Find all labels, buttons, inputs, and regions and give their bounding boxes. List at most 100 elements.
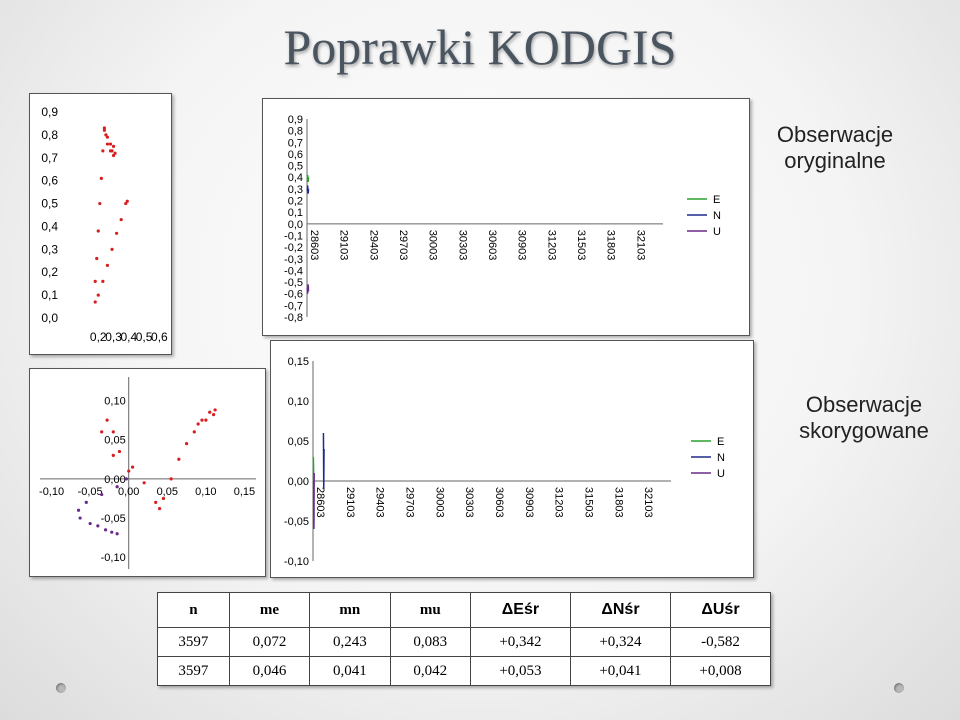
table-cell: +0,342 xyxy=(469,627,571,657)
y-tick-label: 0,1 xyxy=(288,207,303,219)
scatter-point xyxy=(105,135,110,139)
scatter-point xyxy=(124,201,128,206)
y-tick-label: 0,10 xyxy=(288,396,309,408)
y-tick-label: 0,3 xyxy=(41,242,58,256)
scatter-point-red xyxy=(196,422,200,426)
x-tick-label: 29403 xyxy=(374,487,386,518)
chart-timeseries-original: 0,9 0,8 0,7 0,6 0,5 0,4 0,3 0,2 0,1 0,0 -0,1 -0,2 -0… xyxy=(262,98,750,336)
y-tick-label: 0,7 xyxy=(288,137,303,149)
x-tick-label: 30003 xyxy=(433,487,445,518)
table-cell: 3597 xyxy=(157,627,230,657)
scatter-point xyxy=(108,149,113,153)
x-tick-label: 31503 xyxy=(583,487,595,518)
y-tick-label: -0,7 xyxy=(284,300,303,312)
scatter-point-red xyxy=(117,449,122,454)
scatter-point xyxy=(115,231,119,235)
scatter-point xyxy=(93,300,97,304)
scatter-point xyxy=(105,142,110,146)
series-line-E xyxy=(306,174,310,182)
y-tick-label: -0,2 xyxy=(284,242,303,254)
x-tick-label: 29103 xyxy=(338,230,350,261)
table-cell: 0,072 xyxy=(228,627,311,657)
x-tick-label: 32103 xyxy=(634,230,646,261)
scatter-point-purple xyxy=(124,477,128,481)
scatter-point-red xyxy=(211,413,216,417)
scatter-point-red xyxy=(127,469,131,473)
legend-label-U: U xyxy=(717,468,725,480)
x-tick-label: 31503 xyxy=(575,230,587,261)
y-tick-label: 0,5 xyxy=(41,197,58,211)
x-tick-label: 0,4 xyxy=(120,330,137,344)
scatter-point-purple xyxy=(100,492,104,497)
scatter-point xyxy=(93,279,97,283)
header-me: me xyxy=(228,592,311,628)
scatter-point-red xyxy=(177,457,181,461)
y-tick-label: 0,00 xyxy=(288,476,309,488)
table-row: 3597 0,072 0,243 0,083 +0,342 +0,324 -0,… xyxy=(157,627,772,657)
y-tick-label: 0,0 xyxy=(288,219,303,231)
x-tick-label: 32103 xyxy=(642,487,654,518)
y-tick-label: 0,8 xyxy=(41,128,58,142)
x-tick-label: 29703 xyxy=(397,230,409,261)
scatter-point-purple xyxy=(84,500,88,504)
table-cell: 3597 xyxy=(157,656,230,686)
table-cell: -0,582 xyxy=(669,627,772,657)
y-tick-label: 0,4 xyxy=(288,172,303,184)
y-tick-label: 0,2 xyxy=(288,196,303,208)
scatter-point xyxy=(104,133,108,137)
y-tick-label: 0,8 xyxy=(288,126,303,138)
series-line-U xyxy=(312,472,315,530)
table-cell: 0,046 xyxy=(228,656,311,686)
scatter-point-red xyxy=(142,481,146,485)
x-tick-label: -0,05 xyxy=(78,486,103,498)
scatter-point-red xyxy=(169,477,173,481)
x-tick-label: 28603 xyxy=(308,230,320,261)
scatter-point-red xyxy=(105,418,109,422)
scatter-original-svg: 0,90,80,70,60,50,40,30,20,10,00,20,30,40… xyxy=(41,105,168,344)
y-tick-label: 0,2 xyxy=(41,265,58,279)
scatter-point xyxy=(125,199,129,203)
scatter-point-red xyxy=(111,453,115,457)
scatter-corrected-svg: 0,100,050,00-0,05-0,10-0,10 -0,05 0,00 0,05… xyxy=(39,377,256,569)
x-tick-label: 0,5 xyxy=(136,330,153,344)
scatter-point xyxy=(101,279,105,283)
x-tick-label: 30903 xyxy=(516,230,528,261)
y-tick-label: 0,05 xyxy=(288,436,309,448)
y-tick-label: -0,8 xyxy=(284,312,303,324)
scatter-point-red xyxy=(130,465,135,469)
series-line-U xyxy=(306,284,310,294)
x-tick-label: 30003 xyxy=(427,230,439,261)
chart-scatter-original: 0,9 0,8 0,7 0,6 0,5 0,4 0,3 0,2 0,1 0,0 0,2 0,3 0,4 0… xyxy=(29,93,172,355)
timeseries-original-svg: 0,90,80,70,60,50,40,30,20,10,0-0,1-0,2-0… xyxy=(284,114,721,324)
scatter-point-purple xyxy=(78,516,82,520)
scatter-point-red xyxy=(161,496,166,501)
label-corrected-line1: Obserwacje xyxy=(805,392,923,417)
x-tick-label: 30903 xyxy=(523,487,535,518)
chart-scatter-corrected: 0,10 0,05 0,00 -0,05 -0,10 -0,10 -0,05 0,00 0,05… xyxy=(29,368,266,577)
table-cell: +0,053 xyxy=(469,656,571,686)
series-line-N xyxy=(306,185,310,194)
header-mu: mu xyxy=(389,592,471,628)
y-tick-label: 0,9 xyxy=(288,114,303,126)
y-tick-label: -0,5 xyxy=(284,277,303,289)
nav-dot-left xyxy=(56,683,66,693)
x-tick-label: 30303 xyxy=(456,230,468,261)
scatter-point xyxy=(98,201,102,206)
header-dU: ΔUśr xyxy=(669,592,772,628)
y-tick-label: -0,10 xyxy=(284,556,309,568)
scatter-point xyxy=(102,126,106,130)
x-tick-label: 31803 xyxy=(612,487,624,518)
slide-title: Poprawki KODGIS xyxy=(283,19,677,75)
nav-dot-right xyxy=(894,683,904,693)
y-tick-label: 0,10 xyxy=(104,396,125,408)
y-tick-label: 0,15 xyxy=(288,356,309,368)
y-tick-label: -0,4 xyxy=(284,265,303,277)
x-tick-label: 0,3 xyxy=(105,330,122,344)
y-tick-label: 0,0 xyxy=(41,311,58,325)
x-tick-label: 31803 xyxy=(605,230,617,261)
scatter-point-purple xyxy=(115,532,119,536)
table-cell: 0,042 xyxy=(389,656,471,686)
scatter-point xyxy=(96,293,100,297)
scatter-point-red xyxy=(192,430,196,434)
header-dE: ΔEśr xyxy=(469,592,571,628)
